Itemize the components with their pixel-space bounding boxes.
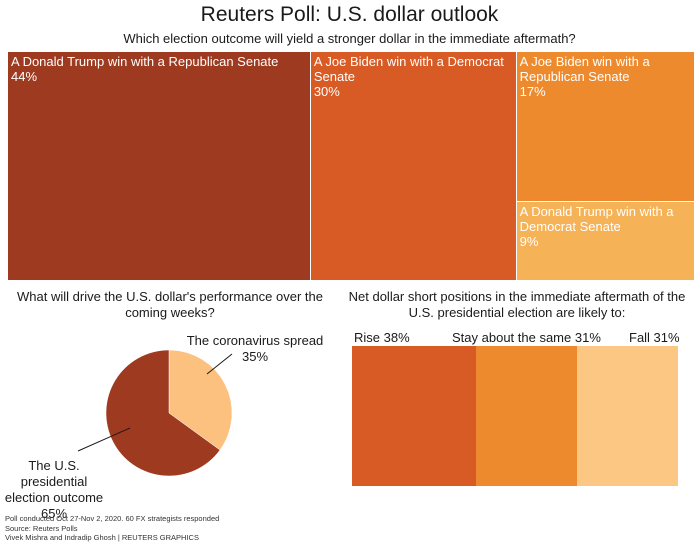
pie-label-election-value: 65% [40, 506, 68, 521]
pie-slice-coronavirus [168, 349, 233, 451]
treemap-question: Which election outcome will yield a stro… [123, 31, 576, 46]
treemap-cell-value: 44% [11, 69, 38, 84]
chart-title: Reuters Poll: U.S. dollar outlook [200, 3, 499, 26]
treemap-cell-biden-democrat: A Joe Biden win with a Democrat Senate 3… [309, 52, 516, 280]
bar-label-same: Stay about the same 31% [452, 330, 601, 345]
pie-label-election-text-1: The U.S. presidential [20, 458, 88, 489]
pie-slice-election [105, 349, 221, 477]
treemap-cell-value: 9% [519, 234, 539, 250]
footer-source: Source: Reuters Polls [5, 523, 78, 533]
pie-label-election: The U.S. presidential election outcome 6… [0, 458, 108, 522]
pie-label-coronavirus: The coronavirus spread 35% [182, 333, 328, 365]
treemap-cell-label: A Joe Biden win with a Democrat Senate [313, 54, 504, 84]
stacked-bar [352, 346, 678, 486]
bar-question: Net dollar short positions in the immedi… [348, 289, 686, 320]
treemap-cell-label: A Joe Biden win with a Republican Senate [519, 54, 650, 84]
bar-label-rise: Rise 38% [354, 330, 410, 345]
footer-credit: Vivek Mishra and Indradip Ghosh | REUTER… [5, 533, 199, 542]
treemap-cell-label: A Donald Trump win with a Democrat Senat… [519, 204, 674, 235]
pie-chart [77, 349, 233, 477]
treemap-cell-value: 17% [519, 84, 546, 99]
footer-poll-note: Poll conducted Oct 27-Nov 2, 2020. 60 FX… [5, 514, 220, 523]
treemap-cell-biden-republican: A Joe Biden win with a Republican Senate… [515, 52, 694, 202]
pie-question: What will drive the U.S. dollar's perfor… [17, 289, 323, 320]
pie-label-election-text-2: election outcome [4, 490, 104, 505]
treemap-cell-value: 30% [313, 84, 340, 99]
pie-label-coronavirus-value: 35% [241, 349, 269, 364]
footer-notes: Poll conducted Oct 27-Nov 2, 2020. 60 FX… [5, 514, 219, 543]
bar-segment-rise [352, 346, 476, 486]
pie-leader-line-election [77, 427, 131, 452]
treemap-cell-trump-republican: A Donald Trump win with a Republican Sen… [8, 52, 310, 280]
pie-leader-line-coronavirus [206, 353, 233, 375]
bar-segment-stay-same [475, 346, 577, 486]
treemap-cell-trump-democrat: A Donald Trump win with a Democrat Senat… [515, 201, 694, 280]
treemap-cell-label: A Donald Trump win with a Republican Sen… [11, 54, 279, 69]
pie-label-coronavirus-text: The coronavirus spread [186, 333, 324, 348]
treemap: A Donald Trump win with a Republican Sen… [8, 52, 694, 280]
bar-segment-fall [576, 346, 678, 486]
bar-label-fall: Fall 31% [629, 330, 680, 345]
